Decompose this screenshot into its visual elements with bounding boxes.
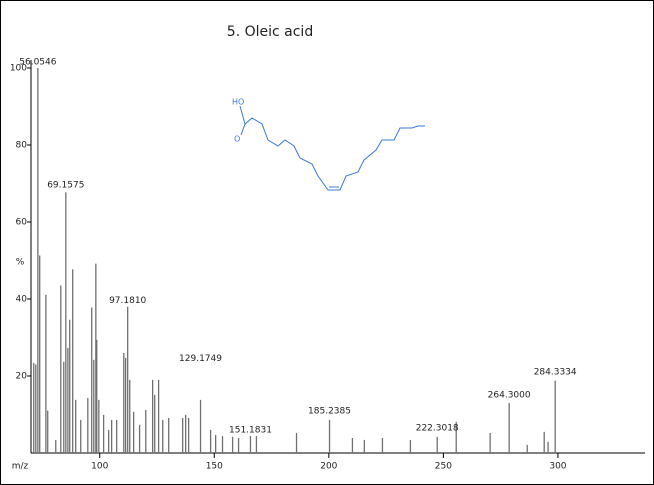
hydroxyl-bond <box>239 105 246 125</box>
peak-label: 129.1749 <box>179 354 222 364</box>
x-tick-label: 200 <box>320 462 337 472</box>
x-tick-label: 300 <box>549 462 566 472</box>
y-tick-label: 100 <box>10 64 27 74</box>
x-tick-label: 100 <box>91 462 108 472</box>
hydroxyl-label: HO <box>232 98 244 107</box>
peak-label: 151.1831 <box>229 426 272 436</box>
y-tick-label: 20 <box>16 372 28 382</box>
carbon-chain <box>244 117 425 191</box>
carbonyl-bond <box>240 123 246 136</box>
x-axis-label: m/z <box>12 462 29 472</box>
peak-label: 97.1810 <box>109 296 146 306</box>
chart-title: 5. Oleic acid <box>227 24 313 40</box>
y-tick-label: 80 <box>16 141 28 151</box>
peak-label: 56.0546 <box>19 58 56 68</box>
y-tick-label: 40 <box>16 295 28 305</box>
molecule <box>239 105 425 191</box>
peak-label: 264.3000 <box>488 391 531 401</box>
x-tick-label: 150 <box>206 462 223 472</box>
x-tick-label: 250 <box>435 462 452 472</box>
y-axis-label: % <box>16 258 25 268</box>
y-tick-label: 60 <box>16 218 28 228</box>
peak-label: 69.1575 <box>47 181 84 191</box>
peak-label: 185.2385 <box>308 406 351 416</box>
peak-label: 222.3018 <box>416 423 459 433</box>
peak-label: 284.3334 <box>534 367 577 377</box>
carbonyl-label: O <box>234 135 240 144</box>
